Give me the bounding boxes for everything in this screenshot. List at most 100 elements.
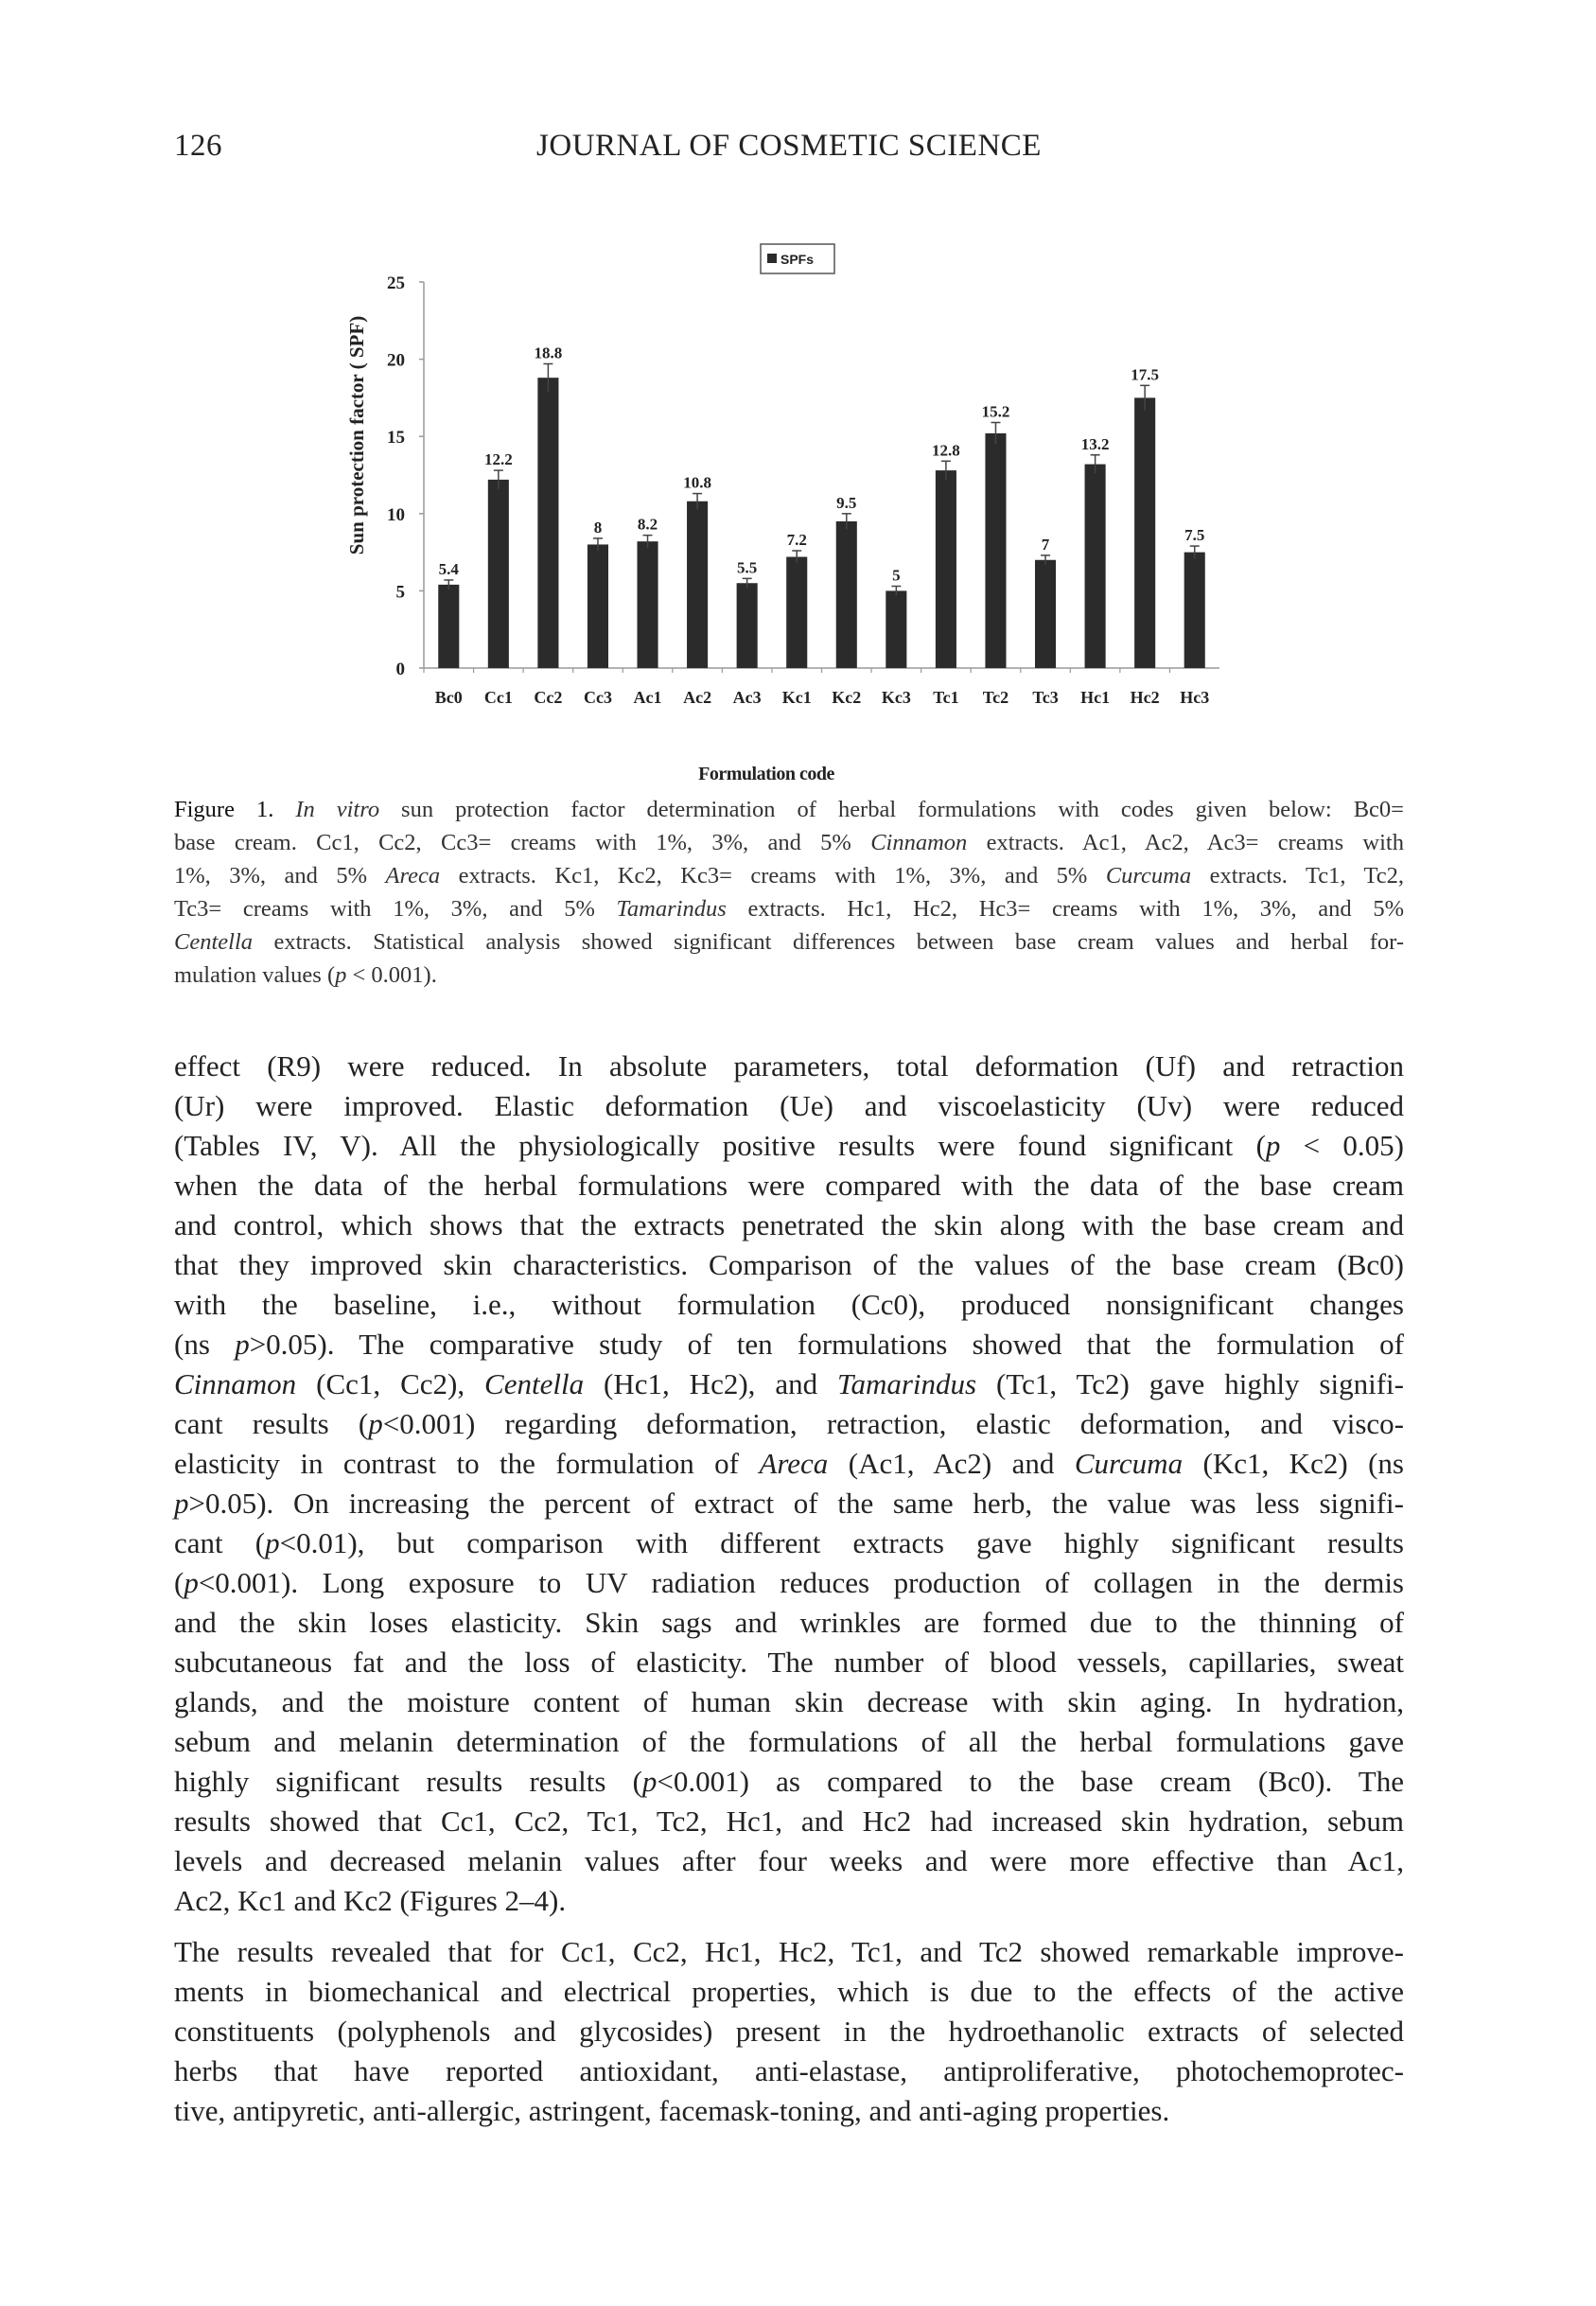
text-segment: (Kc1, Kc2) (ns — [1183, 1447, 1404, 1480]
text-segment: cant ( — [174, 1526, 266, 1559]
data-label: 9.5 — [836, 494, 856, 512]
text-segment: p — [235, 1328, 250, 1361]
text-line: cant (p<0.01), but comparison with diffe… — [174, 1523, 1404, 1563]
bar-Bc0 — [438, 584, 460, 668]
text-line: Ac2, Kc1 and Kc2 (Figures 2–4). — [174, 1881, 1404, 1921]
bar-Kc3 — [886, 590, 907, 668]
x-tick-label: Ac1 — [634, 688, 662, 707]
text-line: herbs that have reported antioxidant, an… — [174, 2051, 1404, 2091]
text-line: that they improved skin characteristics.… — [174, 1245, 1404, 1285]
text-segment: 1%, 3%, and 5% — [174, 863, 386, 889]
x-tick-label: Cc1 — [484, 688, 513, 707]
text-segment: p — [641, 1765, 658, 1798]
data-label: 8 — [594, 519, 603, 537]
y-tick-label: 25 — [387, 273, 405, 293]
text-line: subcutaneous fat and the loss of elastic… — [174, 1643, 1404, 1682]
text-segment: p — [184, 1566, 199, 1599]
text-segment: ments in biomechanical and electrical pr… — [174, 1975, 1404, 2008]
text-segment: and the skin loses elasticity. Skin sags… — [174, 1606, 1404, 1639]
legend: SPFs — [760, 243, 835, 274]
x-tick-label: Cc2 — [534, 688, 562, 707]
data-label: 5 — [892, 567, 901, 585]
data-label: 7.2 — [787, 531, 807, 549]
text-segment: extracts. Statistical analysis showed si… — [253, 929, 1404, 955]
x-tick-label: Hc2 — [1131, 688, 1160, 707]
text-segment: levels and decreased melanin values afte… — [174, 1844, 1404, 1877]
text-line: Tc3= creams with 1%, 3%, and 5% Tamarind… — [174, 892, 1404, 925]
text-segment: extracts. Tc1, Tc2, — [1191, 863, 1405, 889]
text-line: p>0.05). On increasing the percent of ex… — [174, 1484, 1404, 1523]
text-segment: extracts. Hc1, Hc2, Hc3= creams with 1%,… — [726, 896, 1404, 922]
text-segment: p — [368, 1407, 383, 1440]
bar-Cc2 — [537, 378, 559, 668]
data-label: 8.2 — [638, 516, 658, 534]
text-segment: subcutaneous fat and the loss of elastic… — [174, 1646, 1404, 1679]
text-segment: base cream. Cc1, Cc2, Cc3= creams with 1… — [174, 830, 871, 855]
legend-swatch — [767, 254, 777, 263]
text-segment: (ns — [174, 1328, 236, 1361]
text-segment: herbs that have reported antioxidant, an… — [174, 2054, 1404, 2087]
text-segment: p — [265, 1526, 280, 1559]
text-segment: cant results ( — [174, 1407, 369, 1440]
data-label: 5.5 — [737, 558, 757, 576]
text-line: and the skin loses elasticity. Skin sags… — [174, 1603, 1404, 1643]
figure-caption: Figure 1. In vitro sun protection factor… — [174, 793, 1404, 992]
text-segment: (Ac1, Ac2) and — [828, 1447, 1075, 1480]
text-segment: The results revealed that for Cc1, Cc2, … — [174, 1935, 1404, 1968]
text-segment: p — [1265, 1129, 1281, 1162]
data-label: 13.2 — [1081, 435, 1110, 453]
bar-Ac3 — [736, 583, 758, 668]
legend-label: SPFs — [780, 252, 814, 267]
x-tick-label: Tc1 — [933, 688, 958, 707]
y-tick-label: 0 — [396, 660, 406, 679]
text-line: (p<0.001). Long exposure to UV radiation… — [174, 1563, 1404, 1603]
x-tick-label: Tc2 — [983, 688, 1008, 707]
text-segment: (Ur) were improved. Elastic deformation … — [174, 1089, 1404, 1122]
y-tick-label: 10 — [387, 505, 405, 525]
bar-Cc3 — [587, 544, 609, 668]
text-line: glands, and the moisture content of huma… — [174, 1682, 1404, 1722]
text-segment: In vitro — [295, 797, 380, 822]
text-line: results showed that Cc1, Cc2, Tc1, Tc2, … — [174, 1802, 1404, 1841]
text-line: 1%, 3%, and 5% Areca extracts. Kc1, Kc2,… — [174, 859, 1404, 892]
bar-Hc2 — [1134, 397, 1156, 668]
x-tick-label: Hc1 — [1080, 688, 1110, 707]
text-segment: Centella — [174, 929, 254, 955]
data-label: 17.5 — [1131, 365, 1159, 383]
bar-Kc1 — [786, 556, 808, 668]
text-line: The results revealed that for Cc1, Cc2, … — [174, 1932, 1404, 1972]
text-segment: glands, and the moisture content of huma… — [174, 1685, 1404, 1718]
text-segment: Areca — [759, 1447, 829, 1480]
x-tick-label: Cc3 — [584, 688, 612, 707]
text-segment: >0.05). The comparative study of ten for… — [249, 1328, 1405, 1361]
text-line: Centella extracts. Statistical analysis … — [174, 925, 1404, 959]
text-segment: sun protection factor determination of h… — [379, 797, 1404, 822]
text-line: levels and decreased melanin values afte… — [174, 1841, 1404, 1881]
data-label: 12.2 — [484, 450, 513, 468]
text-line: constituents (polyphenols and glycosides… — [174, 2012, 1404, 2051]
text-segment: results showed that Cc1, Cc2, Tc1, Tc2, … — [174, 1804, 1404, 1838]
x-tick-label: Bc0 — [435, 688, 463, 707]
text-segment: effect (R9) were reduced. In absolute pa… — [174, 1049, 1404, 1083]
text-line: highly significant results results (p<0.… — [174, 1762, 1404, 1802]
spf-bar-chart: SPFs 0 5 10 15 20 25 Bc0 Cc1 Cc2 Cc3 Ac1 Ac2 Ac3 Kc1 K… — [345, 243, 1219, 784]
x-tick-label: Hc3 — [1180, 688, 1209, 707]
data-label: 12.8 — [932, 441, 960, 459]
text-segment: Tamarindus — [837, 1367, 977, 1400]
text-segment: extracts. Kc1, Kc2, Kc3= creams with 1%,… — [440, 863, 1106, 889]
x-tick-label: Ac2 — [683, 688, 711, 707]
text-segment: constituents (polyphenols and glycosides… — [174, 2015, 1404, 2048]
y-tick-label: 15 — [387, 428, 405, 448]
text-segment: Curcuma — [1074, 1447, 1184, 1480]
text-line: (ns p>0.05). The comparative study of te… — [174, 1325, 1404, 1364]
text-segment: (Tc1, Tc2) gave highly signifi- — [976, 1367, 1404, 1400]
text-line: effect (R9) were reduced. In absolute pa… — [174, 1047, 1404, 1086]
text-segment: Cinnamon — [174, 1367, 297, 1400]
text-segment: and control, which shows that the extrac… — [174, 1208, 1404, 1241]
page-number: 126 — [174, 129, 222, 163]
text-line: tive, antipyretic, anti-allergic, astrin… — [174, 2091, 1404, 2131]
text-segment: with the baseline, i.e., without formula… — [174, 1288, 1404, 1321]
x-tick-label: Ac3 — [733, 688, 762, 707]
bar-Hc1 — [1084, 464, 1106, 668]
data-label: 15.2 — [982, 403, 1010, 421]
